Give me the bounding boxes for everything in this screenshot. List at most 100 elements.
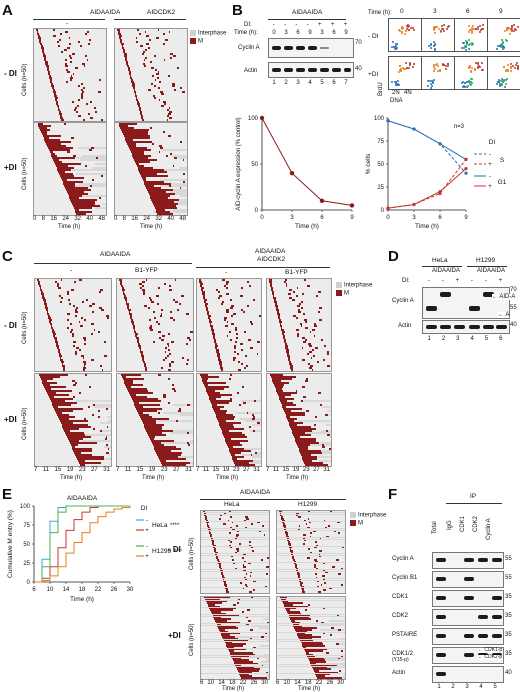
raster-row xyxy=(197,398,260,400)
mitosis-mark xyxy=(61,424,89,426)
mitosis-mark xyxy=(74,353,78,355)
mitosis-mark xyxy=(245,573,248,575)
f-blot xyxy=(432,666,504,683)
mitosis-mark xyxy=(95,157,99,159)
mitosis-mark xyxy=(227,519,230,522)
mitosis-mark xyxy=(130,79,133,81)
raster-row xyxy=(277,598,345,601)
mitosis-mark xyxy=(89,305,92,307)
facs-dot xyxy=(471,77,474,80)
mitosis-mark xyxy=(326,351,329,353)
mitosis-mark xyxy=(231,655,249,658)
mitosis-mark xyxy=(56,105,59,107)
raster-row xyxy=(197,378,261,380)
mitosis-mark xyxy=(329,587,332,590)
mitosis-mark xyxy=(37,33,39,35)
raster-row xyxy=(115,125,187,127)
mitosis-mark xyxy=(224,584,227,586)
raster-row xyxy=(197,353,261,355)
mitosis-mark xyxy=(200,374,208,376)
raster-row xyxy=(267,442,321,444)
raster-row xyxy=(115,63,187,65)
facs-dot xyxy=(515,28,518,31)
mitosis-mark xyxy=(130,317,133,319)
mitosis-mark xyxy=(283,339,286,341)
mitosis-mark xyxy=(120,283,123,285)
mitosis-mark xyxy=(152,201,175,203)
facs-dot xyxy=(472,25,475,28)
mitosis-mark xyxy=(230,452,241,454)
mitosis-mark xyxy=(168,107,171,109)
mitosis-mark xyxy=(215,555,219,557)
mitosis-mark xyxy=(133,329,136,331)
mitosis-mark xyxy=(47,145,67,147)
mitosis-mark xyxy=(67,438,83,440)
data-point xyxy=(438,190,442,194)
facs-dot xyxy=(502,79,505,82)
raster-row xyxy=(197,283,261,285)
mitosis-mark xyxy=(290,550,294,552)
mitosis-mark xyxy=(166,109,169,111)
facs-dot xyxy=(509,69,512,72)
mitosis-mark xyxy=(67,327,69,329)
raster-row xyxy=(201,573,269,575)
raster-row xyxy=(34,101,106,103)
f-col-total: Total xyxy=(432,521,438,534)
mitosis-mark xyxy=(61,297,63,299)
facs-dot xyxy=(399,70,402,73)
mitosis-mark xyxy=(311,349,314,351)
raster-row xyxy=(267,327,331,329)
mitosis-mark xyxy=(275,305,278,307)
mitosis-mark xyxy=(236,337,239,339)
mitosis-mark xyxy=(279,321,282,323)
mitosis-mark xyxy=(158,87,160,89)
raster-row xyxy=(35,454,111,456)
mitosis-mark xyxy=(249,544,252,547)
mitosis-mark xyxy=(277,315,281,317)
band xyxy=(492,596,502,600)
mitosis-mark xyxy=(205,518,207,520)
mitosis-mark xyxy=(83,418,86,420)
raster-row xyxy=(35,291,111,293)
raster-row xyxy=(197,287,261,289)
mitosis-mark xyxy=(229,378,231,380)
facs-dot xyxy=(443,30,446,33)
raster-row xyxy=(277,541,345,543)
b-mw-70: 70 xyxy=(355,40,362,46)
raster-row xyxy=(34,39,106,41)
facs-dot xyxy=(431,84,434,87)
d-mw-55: 55 xyxy=(510,305,517,311)
mitosis-mark xyxy=(232,559,235,561)
raster-row xyxy=(35,386,111,388)
c-xlabel-3: Time (h) xyxy=(216,475,239,481)
mitosis-mark xyxy=(213,408,221,410)
raster-row xyxy=(35,347,111,349)
mitosis-mark xyxy=(297,634,312,636)
raster-row xyxy=(277,585,345,588)
mitosis-mark xyxy=(242,564,245,566)
mitosis-mark xyxy=(144,426,162,428)
mitosis-mark xyxy=(42,51,45,53)
band xyxy=(436,615,446,619)
e-raster-title: AIDAAIDA xyxy=(240,489,271,496)
mitosis-mark xyxy=(210,611,221,613)
mitosis-mark xyxy=(179,87,182,89)
mitosis-mark xyxy=(314,323,316,325)
mitosis-mark xyxy=(143,59,146,61)
raster-row xyxy=(35,363,111,365)
mitosis-mark xyxy=(220,369,223,371)
raster-row xyxy=(117,307,193,309)
mitosis-mark xyxy=(201,378,208,380)
e-xlabel-1: Time (h) xyxy=(222,686,245,692)
mitosis-mark xyxy=(254,452,258,454)
band xyxy=(284,46,293,50)
raster-row xyxy=(201,668,269,670)
f-row-label: PSTAIRE xyxy=(392,632,418,638)
raster-row xyxy=(115,153,187,155)
facs-dot xyxy=(505,82,508,85)
mitosis-mark xyxy=(225,325,228,327)
raster-row xyxy=(267,283,331,285)
raster-row xyxy=(115,115,187,117)
mitosis-mark xyxy=(157,303,160,305)
mitosis-mark xyxy=(224,641,233,643)
